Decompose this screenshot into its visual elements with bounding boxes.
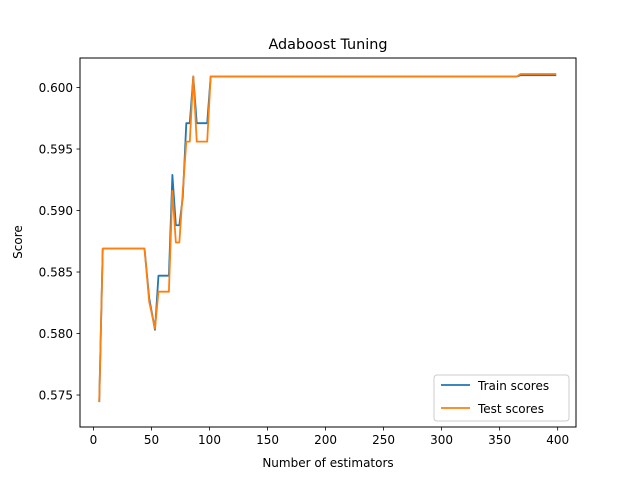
x-tick-label: 200 — [314, 433, 337, 447]
x-axis-label: Number of estimators — [262, 456, 393, 470]
x-axis-ticks: 0 50 100 150 200 250 300 350 400 — [90, 427, 569, 447]
x-tick-label: 400 — [546, 433, 569, 447]
y-axis-ticks: 0.575 0.580 0.585 0.590 0.595 0.600 — [39, 81, 80, 402]
x-tick-label: 50 — [144, 433, 159, 447]
y-axis-label: Score — [11, 225, 25, 259]
x-tick-label: 100 — [198, 433, 221, 447]
x-tick-label: 350 — [488, 433, 511, 447]
series-line-test — [98, 73, 557, 403]
y-tick-label: 0.585 — [39, 265, 73, 279]
y-tick-label: 0.580 — [39, 327, 73, 341]
chart-title: Adaboost Tuning — [268, 37, 387, 53]
legend-box — [433, 374, 570, 422]
y-tick-label: 0.575 — [39, 388, 73, 402]
y-tick-label: 0.595 — [39, 142, 73, 156]
x-tick-label: 150 — [256, 433, 279, 447]
legend-test-label: Test scores — [477, 402, 544, 416]
x-tick-label: 0 — [90, 433, 98, 447]
legend: Train scores Test scores — [433, 374, 570, 422]
legend-train-label: Train scores — [477, 379, 549, 393]
series-layer — [98, 73, 557, 403]
plot-frame — [79, 57, 577, 428]
y-tick-label: 0.590 — [39, 204, 73, 218]
x-tick-label: 250 — [372, 433, 395, 447]
x-tick-label: 300 — [430, 433, 453, 447]
y-tick-label: 0.600 — [39, 81, 73, 95]
